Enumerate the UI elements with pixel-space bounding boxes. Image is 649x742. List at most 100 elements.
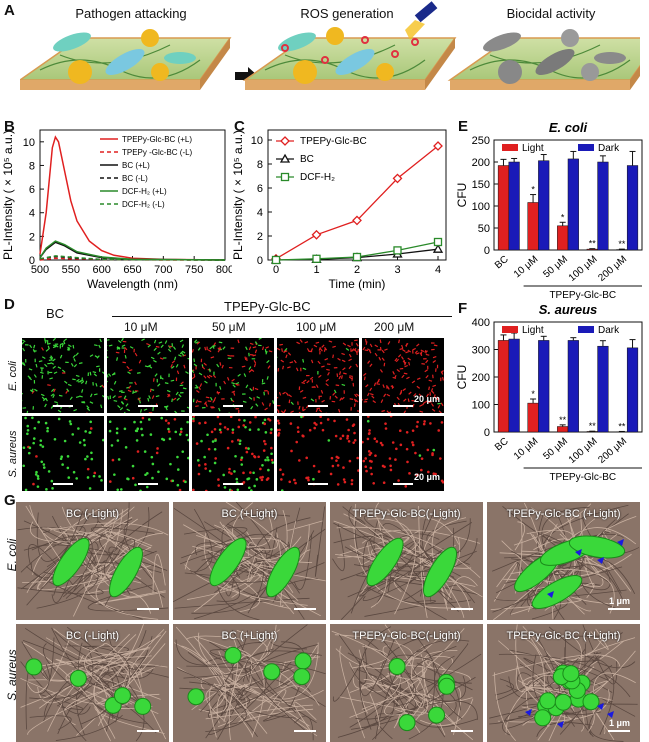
sem-label: BC (+Light) [173, 630, 326, 642]
y-tick-label: 6 [257, 183, 263, 195]
bacterium-coccus [583, 694, 599, 710]
y-tick-label: 100 [472, 400, 490, 412]
panel-c-chart: 0 1 2 3 40246810Time (min)PL-Intensity ( × 1… [230, 118, 458, 298]
legend-label-4: DCF-H₂ (+L) [122, 187, 167, 196]
legend-label-0: TPEPy-Glc-BC (+L) [122, 135, 192, 144]
legend-label-2: BC (+L) [122, 161, 150, 170]
scale-bar [138, 483, 158, 485]
x-tick-label: 50 μM [541, 436, 570, 462]
y-axis-label: PL-Intensity ( × 10⁵ a.u.) [1, 130, 15, 260]
legend-label-1: Dark [598, 143, 620, 154]
data-point [435, 239, 442, 246]
bacterium-coccus [429, 707, 445, 723]
sem-tile-r1-c2: TPEPy-Glc-BC(-Light) [330, 624, 483, 742]
x-tick-label: 600 [92, 264, 110, 276]
panel-f-chart: S. aureus0100200300400CFUBC*10 μM**50 μM… [452, 300, 649, 490]
significance-mark: ** [618, 239, 626, 249]
x-tick-label: 10 μM [512, 436, 541, 462]
x-tick-label: 750 [185, 264, 203, 276]
group-label: TPEPy-Glc-BC [549, 472, 616, 483]
sem-label: TPEPy-Glc-BC(-Light) [330, 630, 483, 642]
y-tick-label: 10 [251, 135, 263, 147]
y-tick-label: 2 [257, 231, 263, 243]
bar-light [528, 202, 539, 250]
data-point [394, 247, 401, 254]
sem-tile-r0-c1: BC (+Light) [173, 502, 326, 620]
data-point [434, 245, 442, 252]
panel-label-a: A [4, 2, 15, 19]
significance-mark: ** [589, 239, 597, 249]
scale-bar [451, 730, 473, 732]
group-line [112, 316, 452, 317]
y-tick-label: 2 [29, 231, 35, 243]
scale-bar [451, 608, 473, 610]
x-tick-label: BC [493, 436, 511, 453]
y-tick-label: 250 [472, 135, 490, 147]
sem-tile-r0-c0: BC (-Light) [16, 502, 169, 620]
y-tick-label: 4 [29, 208, 35, 220]
bacterium-coccus [188, 689, 204, 705]
y-tick-label: 0 [257, 255, 263, 267]
panel-d: BC TPEPy-Glc-BC 10 μM 50 μM 100 μM 200 μ… [14, 300, 454, 492]
bacterium-coccus [399, 715, 415, 731]
x-tick-label: 0 [273, 264, 279, 276]
significance-mark: * [561, 212, 565, 222]
y-axis-label: PL-Intensity ( × 10⁵ a.u.) [231, 130, 245, 260]
sem-label: TPEPy-Glc-BC (+Light) [487, 508, 640, 520]
damage-arrow-icon [607, 711, 614, 718]
y-tick-label: 300 [472, 345, 490, 357]
scale-bar [137, 730, 159, 732]
legend-label-3: BC (-L) [122, 174, 148, 183]
group-label: TPEPy-Glc-BC [549, 290, 616, 300]
bacterium-coccus [535, 710, 551, 726]
chart-title: E. coli [549, 120, 588, 135]
y-tick-label: 6 [29, 184, 35, 196]
y-tick-label: 0 [29, 255, 35, 267]
scale-bar [137, 608, 159, 610]
flashlight-icon [405, 1, 437, 40]
scale-label: 1 μm [609, 596, 630, 606]
bacterium-coccus [225, 647, 241, 663]
col-label-10: 10 μM [124, 320, 158, 334]
y-tick-label: 8 [257, 159, 263, 171]
legend-label-1: BC [300, 154, 314, 165]
bar-dark [598, 346, 609, 432]
bacterium-coccus [563, 666, 579, 682]
sem-label: TPEPy-Glc-BC (+Light) [487, 630, 640, 642]
x-tick-label: 2 [354, 264, 360, 276]
x-tick-label: 10 μM [512, 254, 541, 280]
row-label-saureus: S. aureus [7, 429, 19, 479]
y-tick-label: 8 [29, 160, 35, 172]
fluorescence-tile-r0-c2 [192, 338, 274, 413]
scale-bar [223, 483, 243, 485]
y-tick-label: 50 [478, 223, 490, 235]
bar-dark [568, 159, 579, 250]
x-tick-label: 650 [123, 264, 141, 276]
x-tick-label: 4 [435, 264, 441, 276]
bar-dark [627, 166, 638, 250]
bar-light [498, 340, 509, 432]
sem-tile-r1-c1: BC (+Light) [173, 624, 326, 742]
scale-bar [223, 405, 243, 407]
legend-marker-2 [282, 174, 289, 181]
bar-dark [627, 348, 638, 432]
fluorescence-tile-r0-c4: 20 μm [362, 338, 444, 413]
legend-label-2: DCF-H₂ [300, 172, 335, 183]
y-tick-label: 200 [472, 157, 490, 169]
scale-bar [53, 405, 73, 407]
scale-bar [294, 730, 316, 732]
bar-dark [538, 161, 549, 250]
row-label-ecoli: E. coli [7, 351, 19, 401]
bar-light [498, 166, 509, 250]
data-point [313, 231, 321, 239]
scale-bar [294, 608, 316, 610]
panel-g: E. coli S. aureus BC (-Light) BC (+Light)… [14, 500, 646, 742]
substrate-1 [20, 29, 230, 90]
col-label-50: 50 μM [212, 320, 246, 334]
scale-bar [53, 483, 73, 485]
legend-swatch-0 [502, 144, 518, 151]
bar-light [528, 403, 539, 432]
significance-mark: ** [589, 421, 597, 431]
fluorescence-tile-r1-c4: 20 μm [362, 416, 444, 491]
fluorescence-tile-r0-c0 [22, 338, 104, 413]
